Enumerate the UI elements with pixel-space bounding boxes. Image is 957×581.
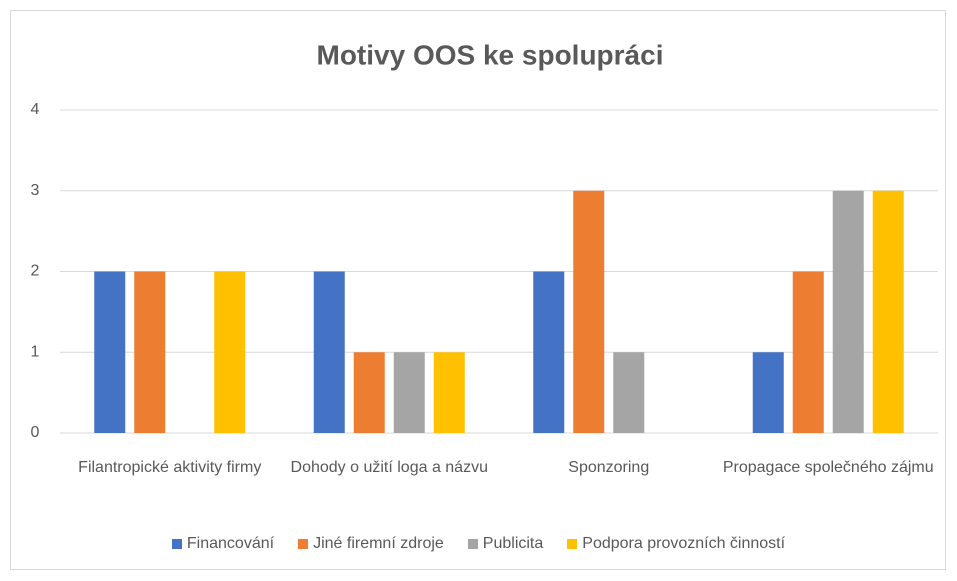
legend-swatch <box>467 539 478 549</box>
bar <box>134 271 166 433</box>
chart-title: Motivy OOS ke spolupráci <box>317 39 664 70</box>
legend-label: Podpora provozních činností <box>582 535 786 552</box>
y-tick-label: 4 <box>31 101 40 118</box>
x-tick-label: Filantropické aktivity firmy <box>78 459 262 476</box>
legend-item: Podpora provozních činností <box>567 535 785 553</box>
legend-label: Financování <box>186 535 275 552</box>
legend-swatch <box>171 539 182 549</box>
bar <box>573 190 605 433</box>
legend: Financování Jiné firemní zdroje Publicita P… <box>0 535 957 553</box>
bar <box>214 271 246 433</box>
legend-item: Jiné firemní zdroje <box>298 535 444 553</box>
y-tick-label: 1 <box>31 343 40 360</box>
chart-frame <box>10 10 946 570</box>
legend-swatch <box>567 539 578 549</box>
bar <box>613 352 645 433</box>
x-tick-label: Propagace společného zájmu <box>722 459 934 476</box>
legend-label: Jiné firemní zdroje <box>313 535 444 552</box>
y-tick-label: 3 <box>31 182 40 199</box>
bar <box>313 271 345 433</box>
bar <box>353 352 385 433</box>
legend-item: Financování <box>171 535 275 553</box>
bar <box>752 352 784 433</box>
x-tick-label: Dohody o užití loga a názvu <box>290 459 488 476</box>
bar <box>533 271 565 433</box>
bar <box>433 352 465 433</box>
bar <box>872 190 904 433</box>
bar <box>393 352 425 433</box>
x-tick-label: Sponzoring <box>568 459 650 476</box>
legend-label: Publicita <box>482 535 544 552</box>
y-tick-label: 2 <box>31 263 40 280</box>
bar <box>792 271 824 433</box>
y-tick-label: 0 <box>31 424 40 441</box>
bar <box>94 271 126 433</box>
legend-swatch <box>298 539 309 549</box>
legend-item: Publicita <box>467 535 544 553</box>
bar <box>832 190 864 433</box>
